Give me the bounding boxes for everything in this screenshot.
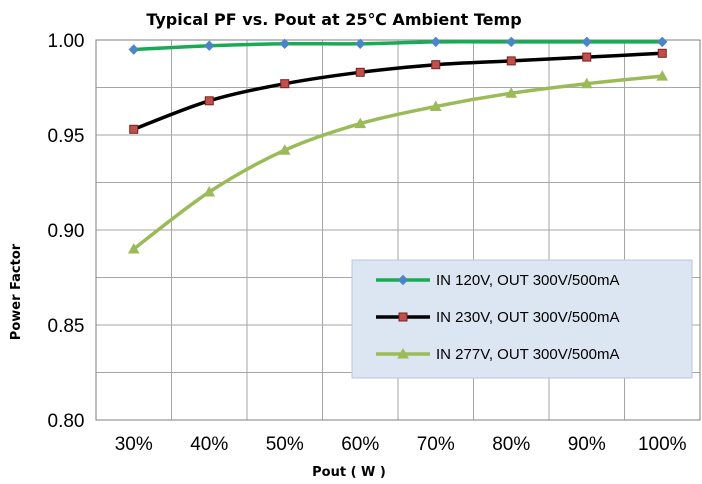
y-tick-label: 0.95 bbox=[48, 126, 85, 147]
data-point bbox=[582, 52, 592, 62]
y-tick-label: 1.00 bbox=[48, 31, 85, 52]
x-tick-label: 80% bbox=[492, 434, 530, 455]
x-axis-label: Pout ( W ) bbox=[312, 465, 386, 480]
y-tick-label: 0.80 bbox=[48, 411, 85, 432]
legend-item: IN 230V, OUT 300V/500mA bbox=[376, 309, 619, 326]
data-point bbox=[128, 44, 139, 55]
data-point bbox=[656, 70, 669, 81]
series-line bbox=[132, 40, 664, 52]
series-line bbox=[132, 51, 664, 132]
data-point bbox=[203, 185, 216, 197]
series-1 bbox=[128, 36, 668, 55]
data-point bbox=[355, 38, 366, 50]
data-point bbox=[506, 56, 516, 66]
x-tick-label: 60% bbox=[341, 434, 379, 455]
legend-label: IN 277V, OUT 300V/500mA bbox=[436, 346, 619, 363]
plot-area bbox=[95, 39, 701, 421]
data-point bbox=[129, 124, 139, 134]
series-3 bbox=[127, 70, 669, 254]
data-point bbox=[355, 67, 365, 77]
y-axis-label: Power Factor bbox=[9, 243, 24, 340]
x-tick-label: 70% bbox=[417, 434, 455, 455]
data-point bbox=[431, 60, 441, 70]
data-point bbox=[506, 36, 517, 48]
series-layer bbox=[127, 36, 669, 254]
legend-label: IN 120V, OUT 300V/500mA bbox=[436, 272, 619, 289]
data-point bbox=[657, 48, 667, 58]
data-point bbox=[204, 96, 214, 106]
x-tick-label: 40% bbox=[190, 434, 228, 455]
x-tick-label: 50% bbox=[266, 434, 304, 455]
legend-marker bbox=[397, 347, 409, 359]
data-point bbox=[354, 117, 367, 129]
legend-item: IN 120V, OUT 300V/500mA bbox=[376, 272, 619, 289]
x-tick-label: 90% bbox=[568, 434, 606, 455]
data-point bbox=[429, 100, 442, 111]
legend-marker bbox=[397, 274, 409, 286]
data-point bbox=[280, 79, 290, 89]
x-tick-label: 100% bbox=[638, 434, 687, 455]
data-point bbox=[581, 36, 592, 48]
data-point bbox=[430, 36, 441, 48]
data-point bbox=[505, 87, 518, 98]
data-point bbox=[204, 40, 215, 51]
y-tick-label: 0.90 bbox=[48, 221, 85, 242]
data-point bbox=[127, 242, 140, 254]
data-point bbox=[657, 36, 668, 48]
legend: IN 120V, OUT 300V/500mA IN 230V, OUT 300V… bbox=[351, 259, 693, 379]
y-tick-label: 0.85 bbox=[48, 316, 85, 337]
data-point bbox=[279, 38, 290, 50]
data-point bbox=[278, 144, 291, 155]
legend-marker bbox=[398, 312, 408, 322]
x-tick-label: 30% bbox=[115, 434, 153, 455]
legend-label: IN 230V, OUT 300V/500mA bbox=[436, 309, 619, 326]
series-2 bbox=[129, 48, 667, 134]
data-point bbox=[580, 77, 593, 89]
x-axis-ticks: 30% 40% 50% 60% 70% 80% 90% 100% bbox=[115, 434, 687, 455]
y-axis-ticks: 0.80 0.85 0.90 0.95 1.00 bbox=[48, 31, 85, 432]
chart-title: Typical PF vs. Pout at 25℃ Ambient Temp bbox=[146, 10, 521, 29]
legend-item: IN 277V, OUT 300V/500mA bbox=[376, 346, 619, 363]
